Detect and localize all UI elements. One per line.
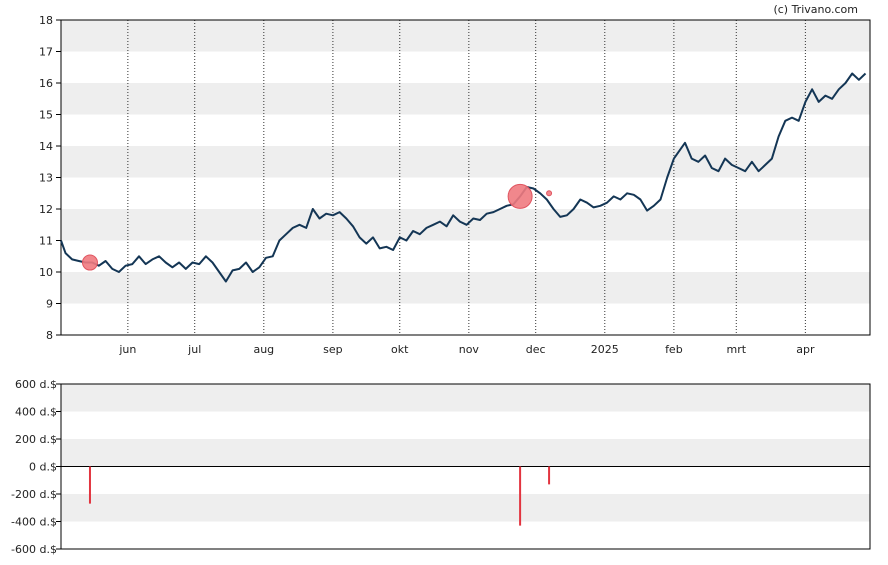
grid-band xyxy=(61,20,870,52)
x-tick-label: jun xyxy=(118,343,136,356)
x-tick-label: feb xyxy=(665,343,683,356)
x-tick-label: 2025 xyxy=(591,343,619,356)
y-tick-label: 8 xyxy=(46,329,53,342)
y-tick-label: 11 xyxy=(39,235,53,248)
credit-label: (c) Trivano.com xyxy=(773,3,858,16)
x-tick-label: mrt xyxy=(726,343,746,356)
x-tick-label: sep xyxy=(323,343,342,356)
y-tick-label: 400 d.$ xyxy=(15,406,57,419)
y-tick-label: -600 d.$ xyxy=(11,543,57,556)
grid-band xyxy=(61,146,870,178)
x-tick-label: jul xyxy=(187,343,201,356)
grid-band xyxy=(61,272,870,304)
transaction-marker xyxy=(507,183,533,209)
y-tick-label: -200 d.$ xyxy=(11,488,57,501)
y-tick-label: 17 xyxy=(39,46,53,59)
y-tick-label: 200 d.$ xyxy=(15,433,57,446)
grid-band xyxy=(61,83,870,115)
grid-band xyxy=(61,439,870,467)
y-tick-label: 600 d.$ xyxy=(15,378,57,391)
grid-band xyxy=(61,384,870,412)
plot-frame xyxy=(60,19,871,336)
transaction-chart-panel: 600 d.$ 400 d.$ 200 d.$ 0 d.$ -200 d.$ -400 d… xyxy=(11,378,871,556)
y-tick-label: 9 xyxy=(46,298,53,311)
y-tick-label: 14 xyxy=(39,140,53,153)
price-line xyxy=(60,72,867,283)
y-tick-label: 16 xyxy=(39,77,53,90)
x-tick-label: okt xyxy=(391,343,409,356)
grid-band xyxy=(61,494,870,522)
y-tick-label: 15 xyxy=(39,109,53,122)
x-tick-label: dec xyxy=(526,343,546,356)
plot-frame xyxy=(60,383,871,550)
transaction-marker xyxy=(546,190,553,197)
y-tick-label: 0 d.$ xyxy=(29,461,57,474)
x-tick-label: aug xyxy=(253,343,274,356)
x-tick-label: apr xyxy=(796,343,815,356)
transaction-marker xyxy=(81,254,98,271)
y-tick-label: 10 xyxy=(39,266,53,279)
y-tick-label: 13 xyxy=(39,172,53,185)
y-tick-label: -400 d.$ xyxy=(11,516,57,529)
y-tick-label: 12 xyxy=(39,203,53,216)
price-chart-panel: jun jul aug sep okt nov dec 2025 feb mrt apr 8 9 10 11… xyxy=(39,14,871,356)
y-tick-label: 18 xyxy=(39,14,53,27)
x-tick-label: nov xyxy=(459,343,480,356)
